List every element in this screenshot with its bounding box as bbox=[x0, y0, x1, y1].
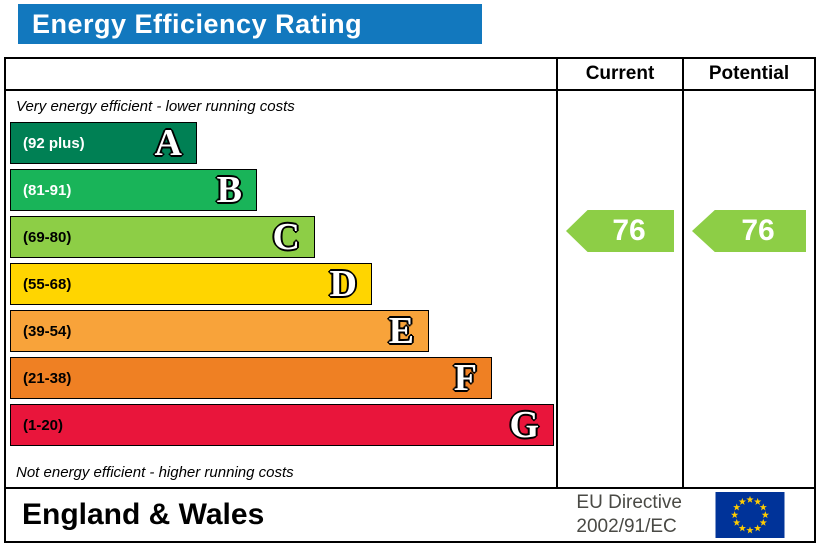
directive-line2: 2002/91/EC bbox=[576, 516, 677, 537]
directive-line1: EU Directive bbox=[576, 492, 682, 514]
current-rating-arrow: 76 bbox=[566, 210, 674, 252]
band-letter-d: D bbox=[329, 263, 357, 305]
band-letter-c: C bbox=[272, 216, 300, 258]
band-bar-c: (69-80) C bbox=[10, 216, 315, 258]
rating-table: Current Potential Very energy efficient … bbox=[4, 57, 816, 489]
band-range-c: (69-80) bbox=[23, 228, 72, 246]
band-bar-e: (39-54) E bbox=[10, 310, 429, 352]
potential-rating-value: 76 bbox=[741, 214, 775, 247]
top-note: Very energy efficient - lower running co… bbox=[16, 98, 295, 115]
current-score-cell: 76 bbox=[556, 91, 682, 487]
band-range-f: (21-38) bbox=[23, 369, 72, 387]
potential-score-cell: 76 bbox=[682, 91, 814, 487]
band-letter-f: F bbox=[453, 357, 477, 399]
band-bar-g: (1-20) G bbox=[10, 404, 554, 446]
bands-area: Very energy efficient - lower running co… bbox=[6, 91, 556, 487]
band-range-a: (92 plus) bbox=[23, 134, 85, 152]
potential-rating-arrow: 76 bbox=[692, 210, 806, 252]
eu-flag bbox=[696, 492, 804, 538]
column-header-current: Current bbox=[556, 59, 682, 91]
title-bar: Energy Efficiency Rating bbox=[18, 4, 482, 44]
band-range-g: (1-20) bbox=[23, 416, 64, 434]
region-label: England & Wales bbox=[22, 498, 265, 531]
band-bar-a: (92 plus) A bbox=[10, 122, 197, 164]
band-bar-f: (21-38) F bbox=[10, 357, 492, 399]
band-letter-b: B bbox=[216, 169, 242, 211]
band-range-e: (39-54) bbox=[23, 322, 72, 340]
band-range-b: (81-91) bbox=[23, 181, 72, 199]
band-range-d: (55-68) bbox=[23, 275, 72, 293]
band-letter-a: A bbox=[154, 122, 182, 164]
bottom-note: Not energy efficient - higher running co… bbox=[16, 464, 294, 481]
current-header-label: Current bbox=[585, 63, 655, 84]
band-bar-b: (81-91) B bbox=[10, 169, 257, 211]
band-letter-g: G bbox=[509, 404, 539, 446]
eu-flag-svg bbox=[715, 492, 785, 538]
header-spacer bbox=[6, 59, 556, 91]
band-letter-e: E bbox=[388, 310, 414, 352]
current-rating-value: 76 bbox=[612, 214, 646, 247]
directive-text: EU Directive 2002/91/EC bbox=[576, 491, 696, 539]
footer: England & Wales EU Directive 2002/91/EC bbox=[4, 489, 816, 543]
column-header-potential: Potential bbox=[682, 59, 814, 91]
potential-header-label: Potential bbox=[708, 63, 790, 84]
band-bar-d: (55-68) D bbox=[10, 263, 372, 305]
page-title: Energy Efficiency Rating bbox=[32, 8, 363, 39]
